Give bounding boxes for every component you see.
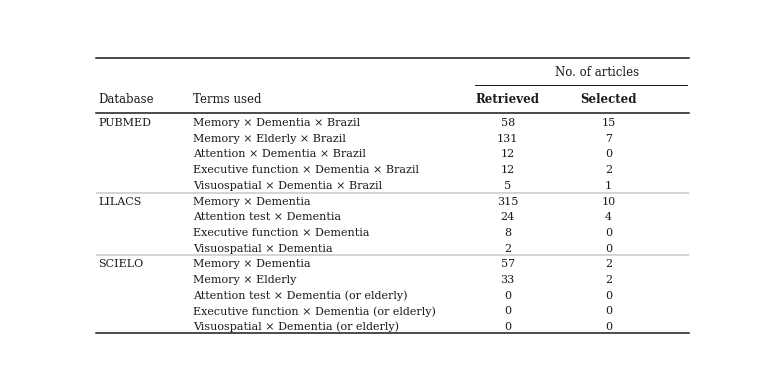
Text: 315: 315 bbox=[497, 196, 519, 207]
Text: PUBMED: PUBMED bbox=[99, 118, 151, 128]
Text: 0: 0 bbox=[605, 149, 612, 160]
Text: 131: 131 bbox=[497, 134, 519, 144]
Text: Memory × Elderly: Memory × Elderly bbox=[194, 275, 297, 285]
Text: Attention test × Dementia (or elderly): Attention test × Dementia (or elderly) bbox=[194, 290, 408, 301]
Text: Memory × Dementia: Memory × Dementia bbox=[194, 260, 311, 269]
Text: 0: 0 bbox=[605, 307, 612, 316]
Text: Terms used: Terms used bbox=[194, 93, 262, 106]
Text: No. of articles: No. of articles bbox=[555, 66, 640, 79]
Text: 2: 2 bbox=[605, 165, 612, 175]
Text: 2: 2 bbox=[504, 244, 511, 254]
Text: 2: 2 bbox=[605, 275, 612, 285]
Text: 12: 12 bbox=[500, 165, 515, 175]
Text: Selected: Selected bbox=[580, 93, 636, 106]
Text: 0: 0 bbox=[504, 291, 511, 301]
Text: Executive function × Dementia (or elderly): Executive function × Dementia (or elderl… bbox=[194, 306, 436, 317]
Text: Visuospatial × Dementia (or elderly): Visuospatial × Dementia (or elderly) bbox=[194, 322, 399, 332]
Text: Executive function × Dementia × Brazil: Executive function × Dementia × Brazil bbox=[194, 165, 419, 175]
Text: Database: Database bbox=[99, 93, 155, 106]
Text: Visuospatial × Dementia: Visuospatial × Dementia bbox=[194, 244, 333, 254]
Text: 7: 7 bbox=[605, 134, 612, 144]
Text: 0: 0 bbox=[605, 291, 612, 301]
Text: 8: 8 bbox=[504, 228, 511, 238]
Text: Memory × Elderly × Brazil: Memory × Elderly × Brazil bbox=[194, 134, 347, 144]
Text: 0: 0 bbox=[504, 307, 511, 316]
Text: LILACS: LILACS bbox=[99, 196, 142, 207]
Text: 0: 0 bbox=[605, 244, 612, 254]
Text: 33: 33 bbox=[500, 275, 515, 285]
Text: 24: 24 bbox=[500, 212, 515, 222]
Text: 10: 10 bbox=[601, 196, 616, 207]
Text: 4: 4 bbox=[605, 212, 612, 222]
Text: Attention × Dementia × Brazil: Attention × Dementia × Brazil bbox=[194, 149, 366, 160]
Text: 5: 5 bbox=[504, 181, 511, 191]
Text: SCIELO: SCIELO bbox=[99, 260, 144, 269]
Text: 0: 0 bbox=[504, 322, 511, 332]
Text: Retrieved: Retrieved bbox=[476, 93, 539, 106]
Text: 15: 15 bbox=[601, 118, 616, 128]
Text: 2: 2 bbox=[605, 260, 612, 269]
Text: Memory × Dementia: Memory × Dementia bbox=[194, 196, 311, 207]
Text: 1: 1 bbox=[605, 181, 612, 191]
Text: Executive function × Dementia: Executive function × Dementia bbox=[194, 228, 370, 238]
Text: Visuospatial × Dementia × Brazil: Visuospatial × Dementia × Brazil bbox=[194, 181, 382, 191]
Text: 12: 12 bbox=[500, 149, 515, 160]
Text: 57: 57 bbox=[500, 260, 515, 269]
Text: Memory × Dementia × Brazil: Memory × Dementia × Brazil bbox=[194, 118, 360, 128]
Text: 0: 0 bbox=[605, 322, 612, 332]
Text: Attention test × Dementia: Attention test × Dementia bbox=[194, 212, 342, 222]
Text: 58: 58 bbox=[500, 118, 515, 128]
Text: 0: 0 bbox=[605, 228, 612, 238]
